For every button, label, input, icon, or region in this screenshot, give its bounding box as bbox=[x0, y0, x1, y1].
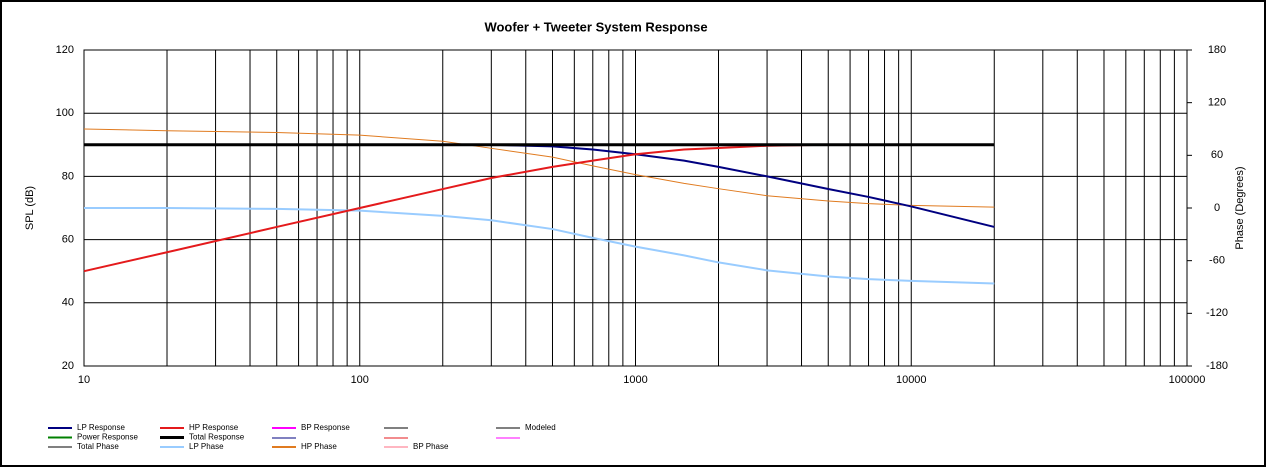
y2-tick-label: 180 bbox=[1208, 44, 1226, 56]
y2-axis-label: Phase (Degrees) bbox=[1234, 166, 1246, 249]
series-line bbox=[83, 128, 995, 208]
series-line bbox=[84, 207, 995, 285]
legend-label: HP Phase bbox=[301, 442, 337, 451]
x-tick-label: 100 bbox=[351, 374, 369, 386]
x-tick-label: 1000 bbox=[623, 374, 647, 386]
legend-label: BP Phase bbox=[413, 442, 449, 451]
legend-blank-swatches bbox=[272, 427, 520, 439]
y2-tick-label: 0 bbox=[1214, 202, 1220, 214]
y-tick-label: 120 bbox=[56, 44, 74, 56]
x-tick-label: 10 bbox=[78, 374, 90, 386]
series-line bbox=[83, 143, 829, 273]
chart-title: Woofer + Tweeter System Response bbox=[484, 19, 707, 34]
legend-label: HP Response bbox=[189, 423, 239, 432]
x-tick-label: 10000 bbox=[896, 374, 927, 386]
y-tick-label: 100 bbox=[56, 107, 74, 119]
legend-label: LP Response bbox=[77, 423, 125, 432]
y-axis-label: SPL (dB) bbox=[24, 186, 36, 230]
legend-label: Total Phase bbox=[77, 442, 119, 451]
y2-tick-label: -60 bbox=[1209, 255, 1225, 267]
y-tick-label: 40 bbox=[62, 297, 74, 309]
y-tick-label: 20 bbox=[62, 360, 74, 372]
y-tick-label: 80 bbox=[62, 170, 74, 182]
y2-tick-label: 120 bbox=[1208, 97, 1226, 109]
y2-tick-label: -180 bbox=[1206, 360, 1228, 372]
legend-label: Total Response bbox=[189, 433, 245, 442]
legend-label: BP Response bbox=[301, 423, 350, 432]
y-tick-label: 60 bbox=[62, 234, 74, 246]
legend-label: Modeled bbox=[525, 423, 556, 432]
y2-tick-label: 60 bbox=[1211, 149, 1223, 161]
legend-label: Power Response bbox=[77, 433, 138, 442]
legend-label: LP Phase bbox=[189, 442, 224, 451]
x-tick-label: 100000 bbox=[1169, 374, 1206, 386]
y2-tick-label: -120 bbox=[1206, 307, 1228, 319]
